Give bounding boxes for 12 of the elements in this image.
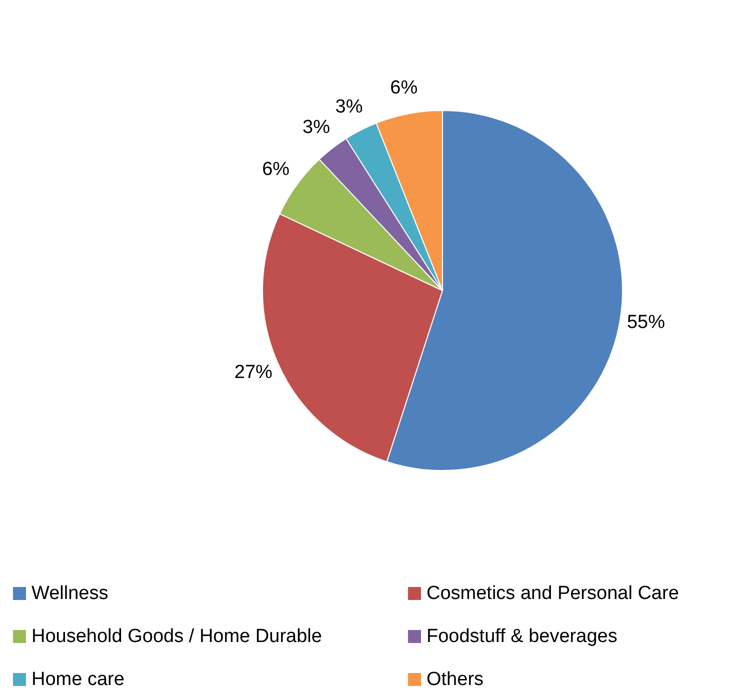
data-label: 3% [335,96,363,118]
legend-label: Foodstuff & beverages [426,626,618,647]
data-label: 6% [262,158,290,180]
legend-label: Home care [32,669,124,688]
data-label: 55% [626,312,666,334]
data-label: 6% [390,78,418,99]
legend-label: Cosmetics and Personal Care [426,583,679,604]
data-label: 27% [234,362,273,383]
legend-label: Others [426,669,484,688]
data-label: 3% [302,117,330,138]
legend-label: Household Goods / Home Durable [32,626,322,647]
legend-label: Wellness [32,583,108,604]
